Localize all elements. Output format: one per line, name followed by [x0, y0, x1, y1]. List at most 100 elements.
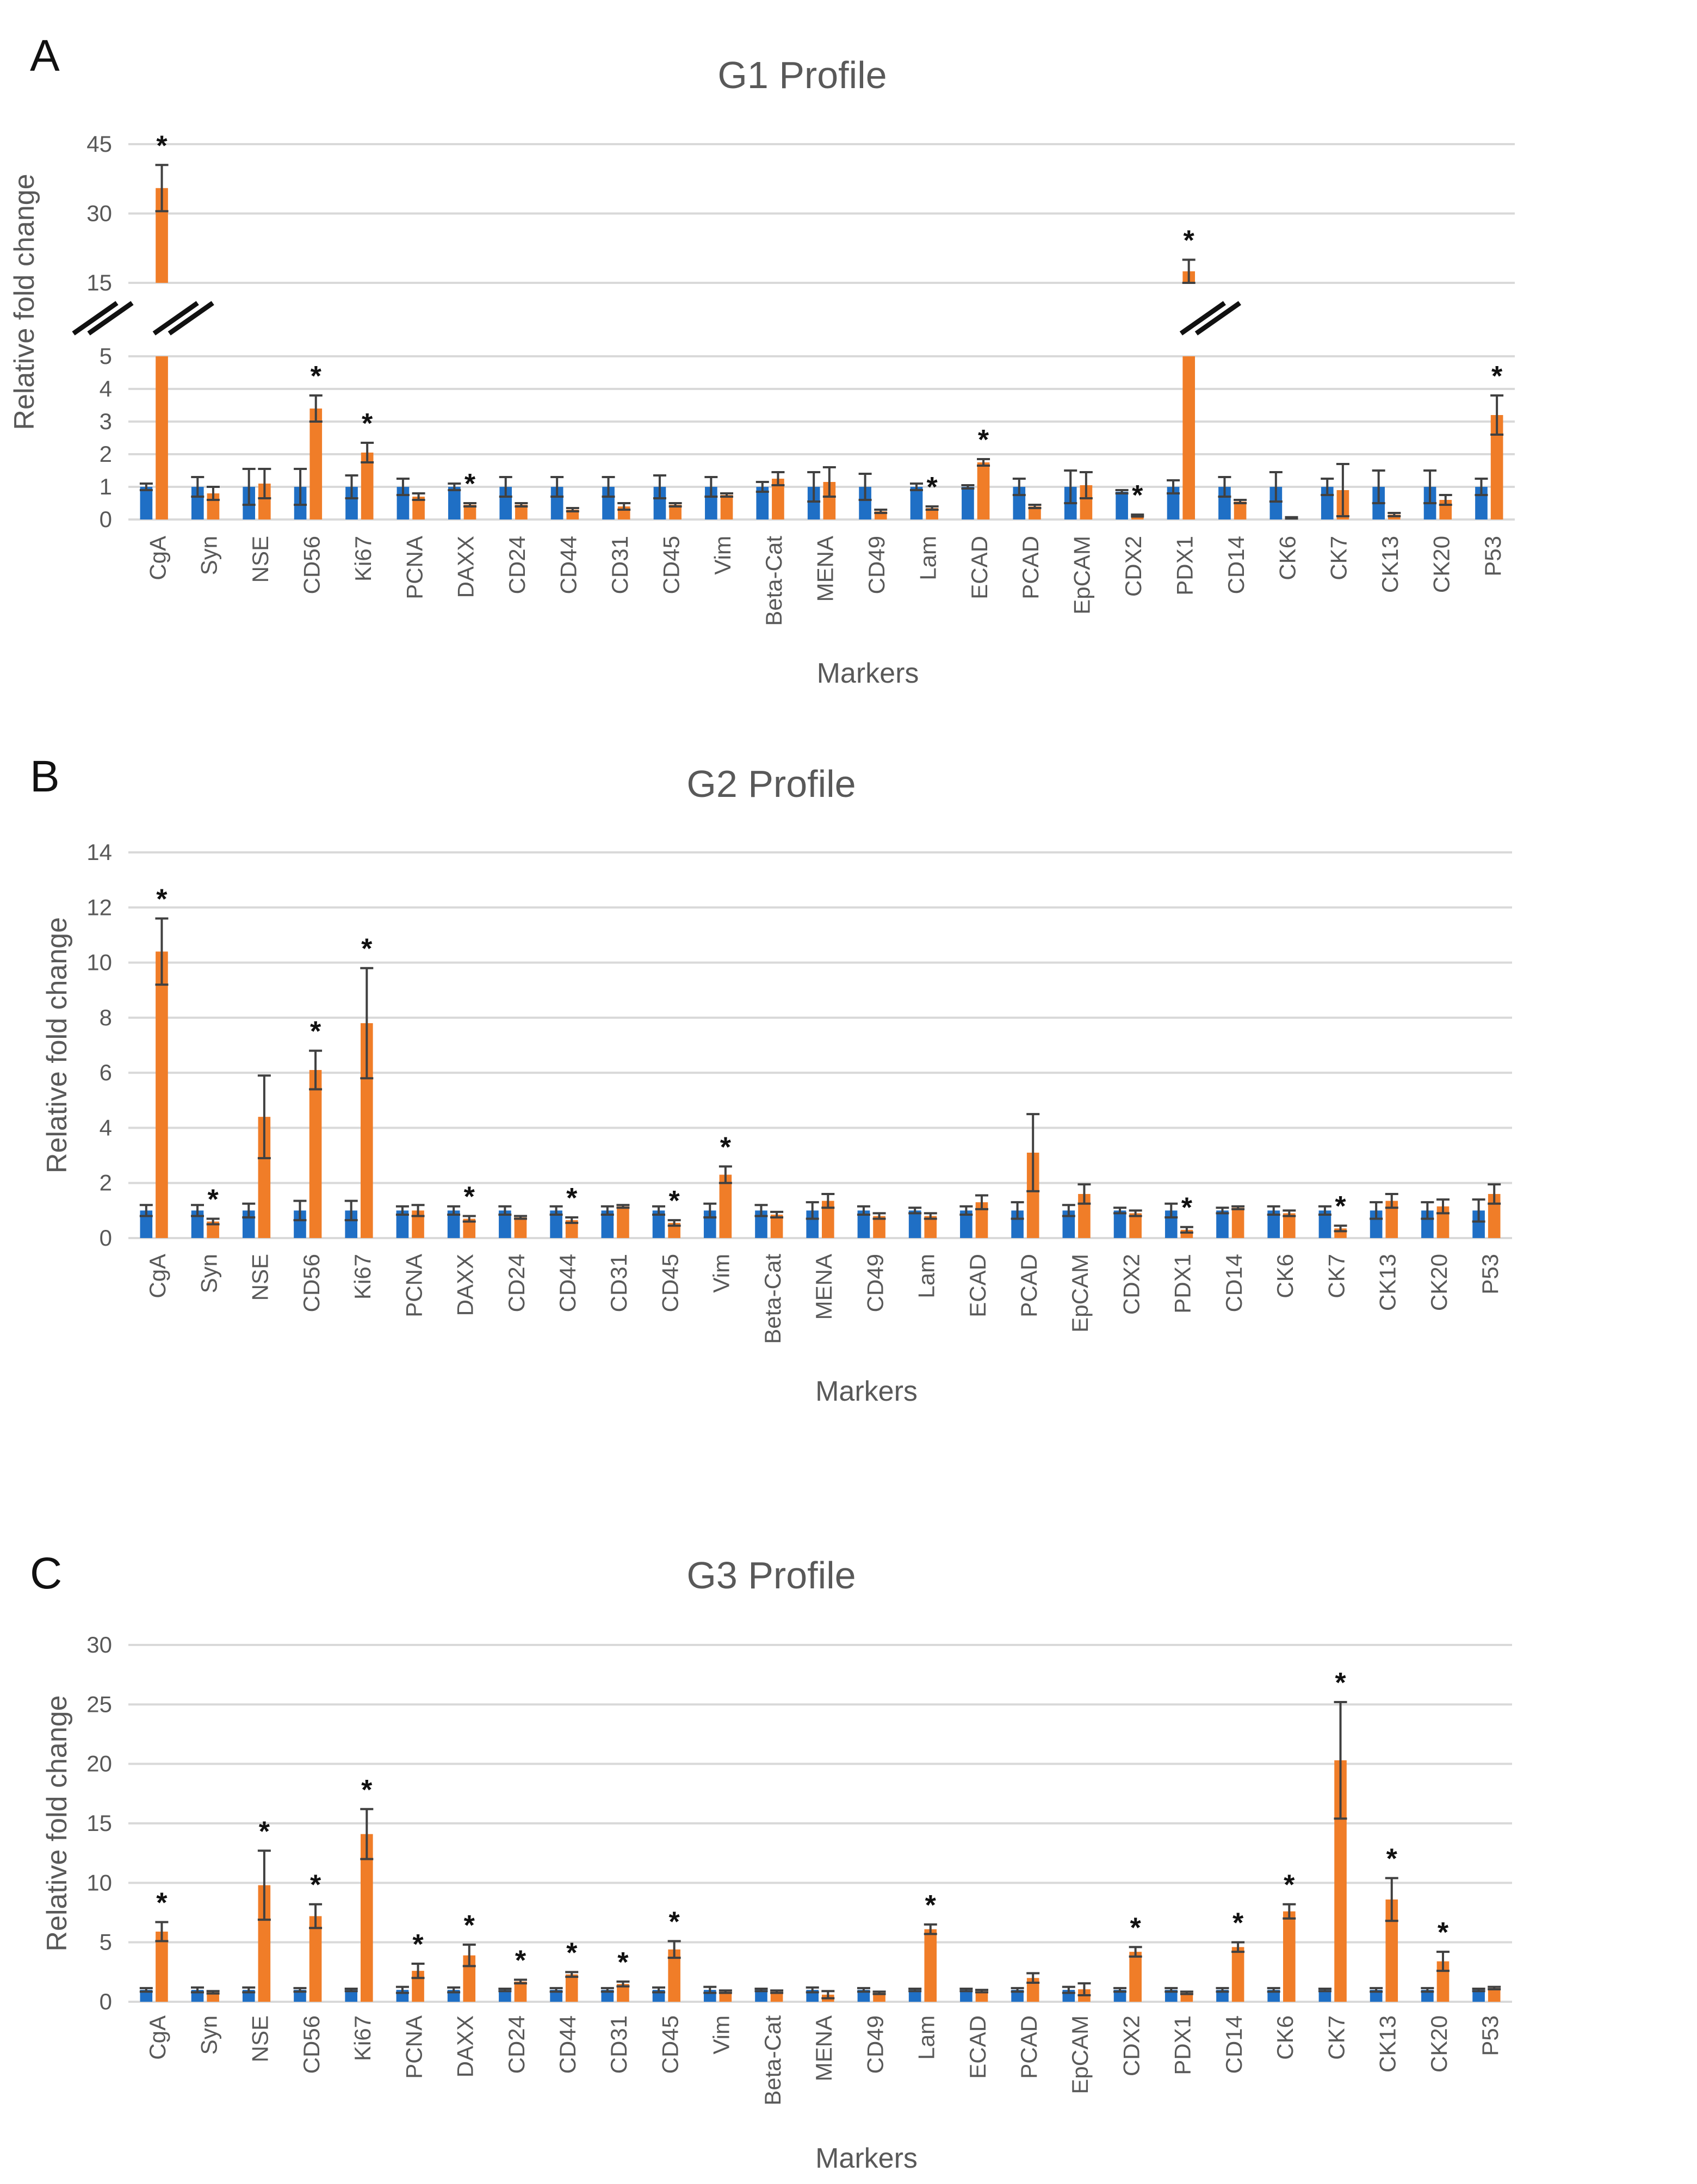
bar-tumour-Ki67	[361, 1834, 373, 2002]
bar-normal-EpCAM	[1062, 1210, 1075, 1238]
significance-star-Ki67: *	[362, 408, 373, 440]
x-tick-label-Ki67: Ki67	[350, 536, 376, 581]
bar-normal-CK20	[1421, 1990, 1434, 2002]
y-tick-label-B: 8	[100, 1005, 112, 1030]
x-tick-label-CK13: CK13	[1375, 1254, 1401, 1311]
significance-star-CD14: *	[1233, 1908, 1244, 1939]
y-tick-label-B: 4	[100, 1115, 112, 1140]
significance-star-CD56: *	[311, 361, 322, 392]
bar-normal-DAXX	[447, 1210, 460, 1238]
bar-normal-CD14	[1216, 1210, 1229, 1238]
bar-tumour-DAXX	[463, 1218, 476, 1238]
y-tick-label-C: 30	[86, 1632, 112, 1657]
chart-title-A: G1 Profile	[717, 54, 887, 96]
significance-star-PCNA: *	[412, 1929, 424, 1960]
x-tick-label-CD44: CD44	[555, 1254, 580, 1312]
bar-normal-CD44	[550, 1210, 562, 1238]
x-tick-label-CD45: CD45	[658, 536, 684, 594]
bar-normal-CD24	[499, 1210, 511, 1238]
significance-star-Syn: *	[208, 1184, 219, 1216]
x-tick-label-CD56: CD56	[299, 1254, 324, 1312]
x-axis-title-A: Markers	[817, 658, 919, 689]
bar-normal-P53	[1472, 1210, 1485, 1238]
x-tick-label-CK13: CK13	[1377, 536, 1403, 593]
bar-tumour-Lam	[924, 1929, 937, 2002]
bar-normal-MENA	[807, 487, 820, 519]
x-tick-label-CK20: CK20	[1428, 536, 1454, 593]
x-tick-label-ECAD: ECAD	[965, 1254, 990, 1317]
y-tick-label-B: 2	[100, 1170, 112, 1196]
bar-normal-CD31	[601, 1990, 614, 2002]
x-tick-label-Ki67: Ki67	[350, 2015, 375, 2061]
y-tick-label-A: 5	[100, 343, 112, 369]
bar-normal-PCAD	[1011, 1210, 1024, 1238]
significance-star-P53: *	[1491, 361, 1503, 392]
bar-tumour-ECAD	[975, 1202, 988, 1238]
x-tick-label-Vim: Vim	[709, 2015, 734, 2055]
bar-tumour-Beta-Cat	[770, 1991, 783, 2002]
bar-tumour-EpCAM	[1080, 485, 1093, 519]
bar-normal-Syn	[191, 487, 204, 519]
bar-tumour-CK13	[1385, 1899, 1398, 2002]
x-tick-label-Beta-Cat: Beta-Cat	[760, 1254, 785, 1344]
x-tick-label-Beta-Cat: Beta-Cat	[760, 2015, 785, 2106]
x-tick-label-Syn: Syn	[196, 2015, 221, 2055]
x-tick-label-NSE: NSE	[247, 536, 273, 583]
x-tick-label-MENA: MENA	[811, 2015, 837, 2081]
bar-normal-CD44	[550, 1990, 562, 2002]
bar-tumour-CD14	[1234, 502, 1247, 519]
x-tick-label-PCAD: PCAD	[1016, 2015, 1042, 2079]
x-tick-label-Lam: Lam	[914, 2015, 939, 2060]
bar-tumour-CD49	[873, 1216, 885, 1238]
significance-star-CD24: *	[515, 1945, 527, 1977]
bar-tumour-CDX2	[1129, 1952, 1142, 2002]
bar-normal-Lam	[908, 1990, 921, 2002]
x-tick-label-CD14: CD14	[1221, 1254, 1247, 1312]
bar-normal-CD49	[859, 487, 871, 519]
bar-tumour-CD14	[1231, 1947, 1244, 2002]
y-tick-label-C: 0	[100, 1989, 112, 2014]
y-tick-label-B: 14	[86, 839, 112, 865]
panel-letter-C: C	[30, 1549, 62, 1598]
x-tick-label-Ki67: Ki67	[350, 1254, 375, 1300]
bar-normal-CgA	[140, 1210, 153, 1238]
significance-star-PDX1: *	[1181, 1192, 1193, 1224]
significance-star-CD44: *	[566, 1183, 578, 1214]
x-tick-label-MENA: MENA	[813, 536, 838, 602]
bar-normal-CD45	[652, 1210, 665, 1238]
axis-break-mark	[87, 301, 134, 336]
bar-tumour-Syn	[207, 1992, 219, 2002]
bar-tumour-P53	[1488, 1988, 1501, 2002]
significance-star-Ki67: *	[361, 1774, 373, 1806]
significance-star-CDX2: *	[1130, 1912, 1142, 1944]
x-tick-label-CD49: CD49	[864, 536, 889, 594]
bar-normal-PCAD	[1011, 1990, 1024, 2002]
x-tick-label-EpCAM: EpCAM	[1067, 1254, 1093, 1333]
chart-title-B: G2 Profile	[686, 763, 856, 805]
significance-star-ECAD: *	[978, 424, 989, 456]
x-tick-label-PCNA: PCNA	[401, 2015, 426, 2079]
x-tick-label-ECAD: ECAD	[967, 536, 992, 599]
x-tick-label-P53: P53	[1480, 536, 1506, 577]
y-axis-title-C: Relative fold change	[41, 1695, 73, 1951]
significance-star-Ki67: *	[361, 933, 373, 965]
bar-tumour-CD56	[309, 1916, 322, 2002]
bar-tumour-P53	[1490, 415, 1503, 519]
bar-normal-CK13	[1370, 1990, 1383, 2002]
panel-letter-A: A	[30, 31, 60, 81]
x-tick-label-PDX1: PDX1	[1170, 1254, 1196, 1314]
chart-title-C: G3 Profile	[686, 1554, 856, 1597]
x-tick-label-CK7: CK7	[1323, 2015, 1349, 2060]
bar-normal-Vim	[705, 487, 717, 519]
bar-tumour-CgA	[156, 951, 168, 1238]
y-tick-label-C: 5	[100, 1929, 112, 1955]
bar-tumour-P53	[1488, 1193, 1501, 1238]
x-tick-label-Vim: Vim	[709, 1254, 734, 1293]
bar-tumour-CD31	[617, 1206, 629, 1238]
y-tick-label-B: 10	[86, 950, 112, 975]
x-tick-label-DAXX: DAXX	[453, 536, 479, 598]
bar-tumour-NSE	[258, 484, 271, 519]
panel-B: B G2 Profile 0 2 4 6 8 10 12 14 Relative fold chan…	[30, 752, 1512, 1407]
